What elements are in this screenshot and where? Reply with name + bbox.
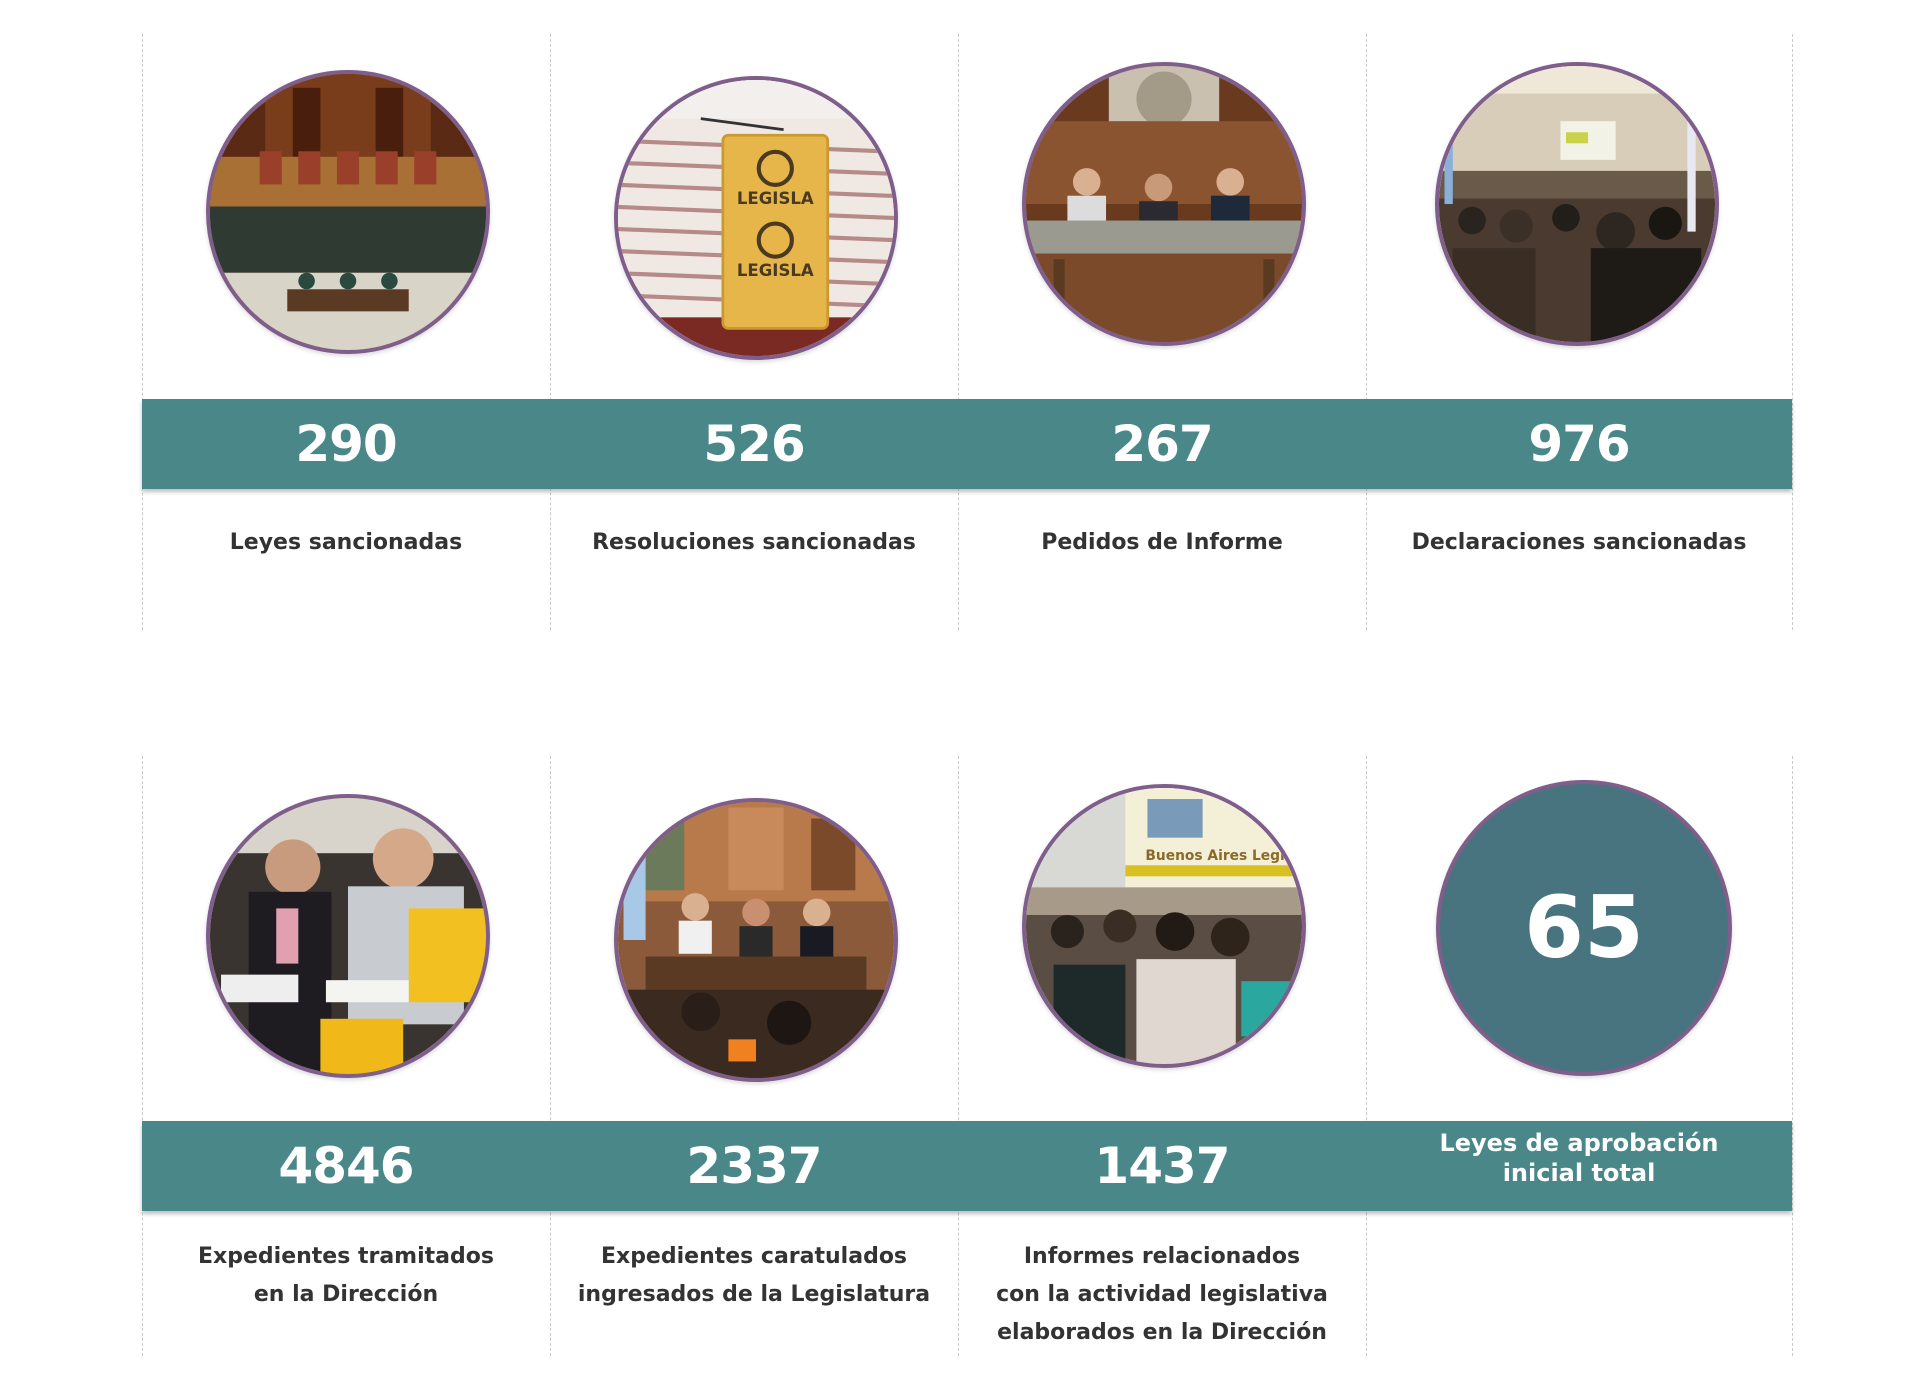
column-divider [550,34,551,630]
circle-number: 65 [1524,878,1644,978]
stats-band [142,399,1792,489]
stat-card: 976 Declaraciones sancionadas [1366,34,1792,630]
stat-number: 4846 [278,1137,414,1195]
caption-line: en la Dirección [253,1282,439,1307]
classroom-projection-photo: Buenos Aires Legis [1022,784,1306,1068]
column-divider [1366,756,1367,1356]
stat-card: Buenos Aires Legis 1437 Informes relacio… [958,756,1366,1356]
stat-caption: Declaraciones sancionadas [1411,530,1747,555]
caption-line: con la actividad legislativa [996,1282,1328,1307]
stat-card: 4846 Expedientes tramitados en la Direcc… [142,756,550,1356]
stat-card: 65 Leyes de aprobación inicial total [1366,756,1792,1356]
stat-number: 290 [295,415,397,473]
panel-table-photo [1022,62,1306,346]
stat-card: 2337 Expedientes caratulados ingresados … [550,756,958,1356]
stats-band [142,1121,1792,1211]
caption-line: ingresados de la Legislatura [577,1282,931,1307]
caption-line: elaborados en la Dirección [997,1320,1327,1345]
projection-title: Buenos Aires Legis [1145,848,1293,864]
legislature-chamber-photo [206,70,490,354]
stat-number: 526 [703,415,805,473]
column-divider [550,756,551,1356]
column-divider [1366,34,1367,630]
stat-card: LEGISLA LEGISLA 526 Resoluciones sancion… [550,34,958,630]
column-divider [1792,756,1793,1356]
caption-line: Expedientes caratulados [600,1244,908,1269]
caption-line: Informes relacionados [1023,1244,1301,1269]
caption-line: Expedientes tramitados [198,1244,494,1269]
column-divider [1792,34,1793,630]
stats-row-1: 290 Leyes sancionadas [0,34,1920,630]
stat-caption: Expedientes caratulados ingresados de la… [550,1238,958,1314]
stats-row-2: 4846 Expedientes tramitados en la Direcc… [0,756,1920,1356]
column-divider [958,756,959,1356]
audience-presentation-photo [1435,62,1719,346]
total-approval-circle: 65 [1436,780,1732,1076]
column-divider [142,756,143,1356]
band-label-line: inicial total [1502,1159,1656,1187]
stat-number: 1437 [1094,1137,1230,1195]
stat-caption: Leyes sancionadas [229,530,463,555]
legisla-badge-photo: LEGISLA LEGISLA [614,76,898,360]
panel-mural-photo [614,798,898,1082]
stat-caption: Informes relacionados con la actividad l… [958,1238,1366,1352]
stat-card: 267 Pedidos de Informe [958,34,1366,630]
column-divider [142,34,143,630]
stat-number: 976 [1528,415,1630,473]
stat-caption: Resoluciones sancionadas [592,530,916,555]
badge-label: LEGISLA [737,189,814,208]
band-label: Leyes de aprobación inicial total [1366,1128,1792,1188]
stat-caption: Expedientes tramitados en la Dirección [142,1238,550,1314]
stat-card: 290 Leyes sancionadas [142,34,550,630]
students-reading-photo [206,794,490,1078]
band-label-line: Leyes de aprobación [1439,1129,1719,1157]
stat-caption: Pedidos de Informe [1041,530,1283,555]
badge-label: LEGISLA [737,261,814,280]
stat-number: 267 [1111,415,1213,473]
stat-number: 2337 [686,1137,822,1195]
column-divider [958,34,959,630]
